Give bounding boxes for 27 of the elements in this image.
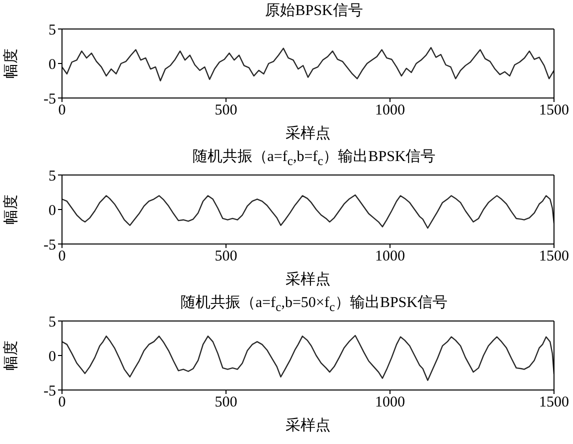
x-tick-label: 1000 xyxy=(375,394,405,411)
y-tick-label: -5 xyxy=(44,91,56,108)
x-tick-label: 1500 xyxy=(539,102,569,119)
y-tick-label: 5 xyxy=(48,168,56,184)
y-axis-title: 幅度 xyxy=(2,194,20,224)
line-series xyxy=(62,334,554,381)
line-series xyxy=(62,194,554,229)
chart-title: 随机共振（a=f$_{c}$,b=f$_{c}$）输出BPSK信号 xyxy=(191,148,437,168)
y-tick-label: 0 xyxy=(48,202,56,219)
y-tick-label: -5 xyxy=(44,237,56,254)
x-tick-label: 1000 xyxy=(375,102,405,119)
y-tick-label: -5 xyxy=(44,383,56,400)
chart-title: 随机共振（a=f$_{c}$,b=50×f$_{c}$）输出BPSK信号 xyxy=(180,294,448,314)
y-axis-title: 幅度 xyxy=(2,340,20,370)
x-tick-label: 1500 xyxy=(539,394,569,411)
line-series xyxy=(62,47,554,82)
y-axis-title: 幅度 xyxy=(2,48,20,78)
y-tick-label: 5 xyxy=(48,314,56,330)
y-tick-label: 0 xyxy=(48,348,56,365)
x-tick-label: 1000 xyxy=(375,248,405,265)
x-tick-label: 500 xyxy=(214,248,238,265)
x-tick-label: 500 xyxy=(214,394,238,411)
chart-title: 原始BPSK信号 xyxy=(264,2,364,21)
x-tick-label: 500 xyxy=(214,102,238,119)
y-tick-label: 5 xyxy=(48,22,56,38)
y-tick-label: 0 xyxy=(48,56,56,73)
x-tick-label: 1500 xyxy=(539,248,569,265)
